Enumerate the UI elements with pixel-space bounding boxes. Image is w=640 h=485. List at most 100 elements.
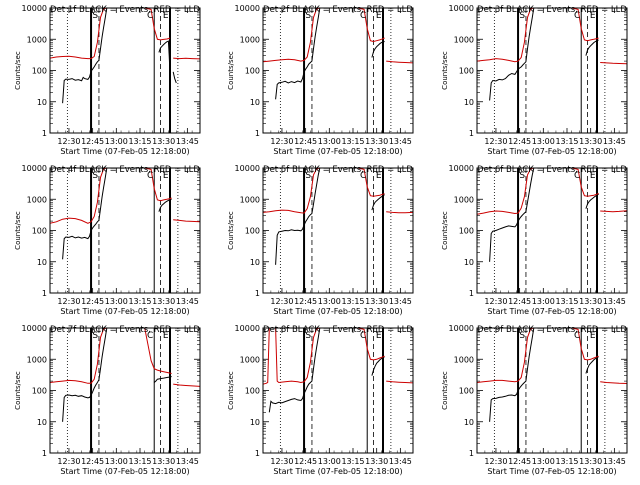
panel-title: Det 7f BLACK = Events, RED = LLD bbox=[50, 325, 200, 335]
y-axis-label: Counts/sec bbox=[441, 211, 449, 250]
panel-title: Det 4f BLACK = Events, RED = LLD bbox=[50, 165, 200, 175]
x-axis-label: Start Time (07-Feb-05 12:18:00) bbox=[60, 147, 189, 156]
y-tick-label: 1000 bbox=[240, 35, 260, 44]
y-tick-label: 1 bbox=[42, 449, 47, 458]
x-tick-label: 13:15 bbox=[341, 297, 364, 306]
x-tick-label: 13:15 bbox=[555, 137, 578, 146]
panel-marker-label: S bbox=[305, 331, 311, 341]
panel-2: 1 10 100 1000 10000 12:30 12:45 13:00 13:15 13:30… bbox=[227, 4, 414, 156]
y-tick-label: 10000 bbox=[449, 164, 474, 173]
y-tick-label: 100 bbox=[245, 67, 260, 76]
panel-title: Det 3f BLACK = Events, RED = LLD bbox=[477, 5, 627, 15]
panel-marker-label: C bbox=[147, 331, 153, 341]
x-tick-label: 13:00 bbox=[105, 297, 128, 306]
y-tick-label: 10000 bbox=[22, 324, 47, 333]
x-axis-label: Start Time (07-Feb-05 12:18:00) bbox=[60, 307, 189, 316]
y-tick-label: 10 bbox=[250, 258, 260, 267]
y-tick-label: 1000 bbox=[27, 355, 47, 364]
y-tick-label: 1000 bbox=[454, 35, 474, 44]
x-tick-label: 13:45 bbox=[603, 137, 626, 146]
panel-5: 1 10 100 1000 10000 12:30 12:45 13:00 13:15 13:30… bbox=[227, 164, 414, 316]
panel-7: 1 10 100 1000 10000 12:30 12:45 13:00 13:15 13:30… bbox=[14, 324, 201, 476]
x-tick-label: 12:45 bbox=[81, 297, 104, 306]
y-tick-label: 100 bbox=[245, 387, 260, 396]
x-tick-label: 12:45 bbox=[294, 297, 317, 306]
y-tick-label: 10000 bbox=[22, 4, 47, 13]
panel-marker-label: C bbox=[147, 11, 153, 21]
x-tick-label: 13:30 bbox=[152, 137, 175, 146]
x-tick-label: 13:45 bbox=[603, 457, 626, 466]
series-events-line bbox=[62, 328, 108, 422]
y-tick-label: 10000 bbox=[449, 4, 474, 13]
x-tick-label: 13:45 bbox=[176, 297, 199, 306]
series-lld-line bbox=[50, 168, 172, 224]
x-tick-label: 13:00 bbox=[532, 457, 555, 466]
series-lld-line bbox=[600, 62, 627, 65]
y-tick-label: 100 bbox=[245, 227, 260, 236]
panel-3: 1 10 100 1000 10000 12:30 12:45 13:00 13:15 13:30… bbox=[441, 4, 628, 156]
x-tick-label: 12:30 bbox=[57, 457, 80, 466]
y-tick-label: 100 bbox=[459, 387, 474, 396]
panel-marker-label: C bbox=[147, 171, 153, 181]
x-tick-label: 13:00 bbox=[318, 457, 341, 466]
y-tick-label: 1 bbox=[42, 129, 47, 138]
y-tick-label: 10000 bbox=[235, 4, 260, 13]
x-tick-label: 13:15 bbox=[341, 457, 364, 466]
y-tick-label: 1 bbox=[469, 449, 474, 458]
series-events-line bbox=[585, 39, 599, 56]
y-tick-label: 10000 bbox=[235, 164, 260, 173]
panel-frame bbox=[476, 327, 628, 454]
series-events-line bbox=[158, 198, 172, 212]
panel-title: Det 5f BLACK = Events, RED = LLD bbox=[263, 165, 413, 175]
series-lld-line bbox=[173, 383, 200, 387]
panel-marker-label: E bbox=[163, 331, 169, 341]
x-tick-label: 12:45 bbox=[294, 137, 317, 146]
panel-marker-label: C bbox=[360, 11, 366, 21]
x-tick-label: 13:30 bbox=[152, 297, 175, 306]
x-tick-label: 13:45 bbox=[389, 297, 412, 306]
panel-frame bbox=[262, 167, 414, 294]
x-tick-label: 12:30 bbox=[484, 297, 507, 306]
x-tick-label: 12:45 bbox=[294, 457, 317, 466]
series-lld-line bbox=[50, 328, 172, 384]
panel-marker-label: S bbox=[92, 11, 98, 21]
series-events-line bbox=[371, 194, 385, 211]
panel-6: 1 10 100 1000 10000 12:30 12:45 13:00 13:15 13:30… bbox=[441, 164, 628, 316]
panel-marker-label: E bbox=[590, 171, 596, 181]
x-tick-label: 13:45 bbox=[389, 457, 412, 466]
series-events-line bbox=[371, 41, 385, 58]
panel-marker-label: S bbox=[305, 11, 311, 21]
series-events-line bbox=[62, 8, 108, 104]
x-axis-label: Start Time (07-Feb-05 12:18:00) bbox=[487, 147, 616, 156]
y-axis-label: Counts/sec bbox=[441, 371, 449, 410]
x-tick-label: 12:45 bbox=[508, 457, 531, 466]
panel-title: Det 2f BLACK = Events, RED = LLD bbox=[263, 5, 413, 15]
x-tick-label: 13:45 bbox=[176, 457, 199, 466]
y-tick-label: 100 bbox=[32, 67, 47, 76]
series-lld-line bbox=[386, 60, 413, 64]
x-tick-label: 13:45 bbox=[176, 137, 199, 146]
panel-marker-label: S bbox=[92, 171, 98, 181]
panel-frame bbox=[49, 7, 201, 134]
x-axis-label: Start Time (07-Feb-05 12:18:00) bbox=[273, 147, 402, 156]
x-tick-label: 13:30 bbox=[365, 457, 388, 466]
panel-title: Det 9f BLACK = Events, RED = LLD bbox=[477, 325, 627, 335]
series-events-line bbox=[153, 376, 172, 383]
series-events-line bbox=[62, 168, 108, 260]
y-tick-label: 1000 bbox=[27, 195, 47, 204]
x-tick-label: 13:00 bbox=[105, 457, 128, 466]
panel-1: 1 10 100 1000 10000 12:30 12:45 13:00 13:15 13:30… bbox=[14, 4, 201, 156]
x-tick-label: 12:45 bbox=[81, 457, 104, 466]
panel-marker-label: S bbox=[519, 11, 525, 21]
series-events-line bbox=[275, 168, 321, 265]
x-tick-label: 12:45 bbox=[508, 297, 531, 306]
y-tick-label: 1 bbox=[42, 289, 47, 298]
panel-marker-label: S bbox=[519, 171, 525, 181]
panel-marker-label: E bbox=[590, 331, 596, 341]
y-tick-label: 1 bbox=[255, 449, 260, 458]
x-axis-label: Start Time (07-Feb-05 12:18:00) bbox=[273, 467, 402, 476]
y-tick-label: 1000 bbox=[27, 35, 47, 44]
y-tick-label: 10 bbox=[464, 418, 474, 427]
panel-frame bbox=[262, 327, 414, 454]
